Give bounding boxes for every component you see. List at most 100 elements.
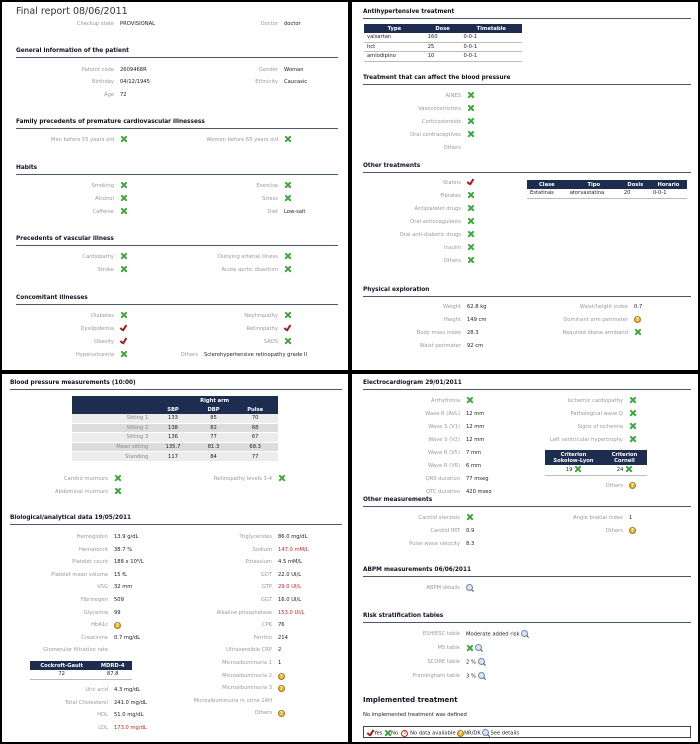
insulin-value: [467, 244, 474, 251]
obese-armband-value: [634, 329, 641, 336]
hyperuricemia-value: [120, 351, 127, 358]
lvh-value: [629, 436, 636, 443]
bio-value: 32 mm: [114, 584, 133, 591]
magnifier-icon[interactable]: [477, 672, 486, 680]
physical-title: Physical exploration: [363, 287, 430, 293]
no-icon: [120, 182, 127, 189]
bio-value: 4.3 mg/dL: [114, 687, 141, 693]
caffeine-label: Caffeine: [92, 209, 115, 215]
cell: 136: [151, 432, 195, 443]
bio-label: Others: [254, 710, 272, 717]
divider: [16, 57, 338, 58]
magnifier-icon[interactable]: [466, 584, 474, 592]
legend-yes: Yes: [374, 730, 383, 737]
abdominal-murmurs-value: [114, 488, 121, 495]
bio-value: 16.0 UI/L: [278, 597, 302, 603]
othertreat-others-label: Others: [443, 258, 461, 264]
bio-label: Microalbuminuria 2: [222, 672, 272, 679]
criterion-table: Criterion Sokolow-Lyon Criterion Cornell …: [545, 450, 647, 476]
wave-r-v6-value: 6 mm: [466, 463, 482, 469]
birthday-label: Birthday: [92, 79, 114, 85]
oral-contraceptives-value: [467, 131, 474, 138]
divider: [363, 84, 691, 85]
cell: 84: [194, 451, 233, 462]
table-row: 19 24: [545, 465, 647, 476]
divider: [16, 174, 338, 175]
height-label: Height: [443, 317, 461, 323]
cell: 138: [151, 423, 195, 434]
wave-r-avl-value: 12 mm: [466, 411, 485, 417]
bio-value: 173.0 mg/dL: [114, 724, 147, 731]
outlying-arterial-label: Outlying arterial illness: [217, 254, 278, 260]
nrdk-icon: ?: [114, 622, 121, 630]
no-icon: [384, 729, 391, 736]
gender-label: Gender: [258, 67, 278, 73]
no-icon: [467, 205, 474, 212]
nrdk-icon: ?: [629, 482, 636, 489]
bio-value: 1: [278, 660, 282, 666]
stroke-value: [120, 266, 127, 273]
bio-label: Alkaline phosphatase: [216, 609, 272, 616]
yes-icon: [284, 325, 291, 332]
bio-label: HDL: [97, 712, 108, 719]
dyslipidemia-value: [120, 325, 127, 332]
col-dosis: Dosis: [620, 180, 650, 189]
yes-icon: [467, 179, 474, 186]
bio-label: Microalbuminuria in urine 24H: [193, 697, 272, 704]
bio-value: 241.0 mg/dL: [114, 699, 147, 706]
cell: 72: [30, 670, 94, 680]
family-precedents-title: Family precedents of premature cardiovas…: [16, 119, 205, 125]
no-icon: [114, 475, 121, 482]
bp-corner: [72, 405, 152, 414]
col-sokolow: Criterion Sokolow-Lyon: [545, 450, 602, 465]
abpm-details-label: ABPM details: [426, 585, 460, 591]
saos-label: SAOS: [263, 339, 278, 345]
magnifier-icon[interactable]: [477, 658, 486, 666]
yes-icon: [120, 325, 127, 332]
cell: 10: [424, 51, 461, 62]
row-label: Standing: [72, 451, 152, 462]
bio-label: Total Cholesterol: [64, 699, 108, 706]
col-cockroft: Cockroft-Gault: [30, 661, 94, 670]
exercise-value: [284, 182, 291, 189]
cell: hct: [364, 42, 425, 53]
outlying-arterial-value: [284, 253, 291, 260]
arrhythmia-label: Arrhythmia: [431, 398, 460, 404]
no-icon: [629, 436, 636, 443]
bio-label: Platelet mean volume: [51, 571, 108, 578]
cell: 117: [151, 451, 195, 462]
bio-label: Glycemia: [83, 609, 108, 616]
divider: [363, 172, 691, 173]
bio-value: 188 x 10⁹/L: [114, 559, 144, 566]
affect-others-label: Others: [443, 145, 461, 151]
no-icon: [467, 244, 474, 251]
esh-label: ESH/ESC table: [422, 631, 460, 637]
no-icon: [467, 257, 474, 264]
men-before-55-label: Men before 55 years old: [50, 137, 114, 143]
women-before-65-value: [284, 136, 291, 143]
other-treatments-table: Clase Tipo Dosis Horario Estatinas atorv…: [527, 180, 687, 199]
no-icon: [120, 208, 127, 215]
bio-value: ?: [278, 672, 285, 680]
no-icon: [120, 351, 127, 358]
cell: 85: [194, 414, 233, 424]
no-icon: [629, 410, 636, 417]
magnifier-icon[interactable]: [521, 630, 529, 638]
general-info-title: General information of the patient: [16, 48, 129, 54]
bio-label: Hemoglobin: [76, 534, 108, 540]
statins-value: [467, 179, 474, 186]
qtc-label: QTC duration: [425, 489, 460, 495]
no-icon: [120, 312, 127, 319]
bio-value: ?: [278, 710, 285, 718]
bio-label: Ferritin: [253, 634, 272, 641]
bio-value: 29.0 UI/L: [278, 584, 302, 591]
abpm-details-button[interactable]: [466, 584, 474, 592]
magnifier-icon[interactable]: [474, 644, 483, 652]
esh-value: Moderate added risk: [466, 630, 529, 638]
exercise-label: Exercise: [256, 183, 278, 189]
cell: 70: [232, 414, 278, 424]
antiplatelet-label: Antiplatelet drugs: [414, 206, 461, 212]
framingham-text: 3 %: [466, 673, 476, 680]
bio-label: LDL: [98, 724, 108, 731]
no-icon: [284, 312, 291, 319]
